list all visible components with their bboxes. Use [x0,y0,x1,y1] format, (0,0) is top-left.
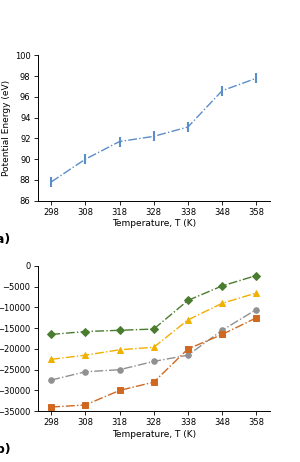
Y-axis label: Potential Energy (eV): Potential Energy (eV) [2,80,10,176]
X-axis label: Temperature, T (K): Temperature, T (K) [112,430,196,439]
Text: (a): (a) [0,232,11,246]
X-axis label: Temperature, T (K): Temperature, T (K) [112,219,196,228]
Text: (b): (b) [0,443,12,456]
